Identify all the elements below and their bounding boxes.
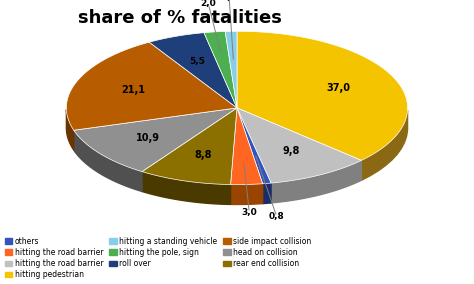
Polygon shape — [230, 108, 263, 185]
Polygon shape — [74, 108, 237, 172]
Polygon shape — [361, 110, 408, 180]
Polygon shape — [237, 31, 408, 160]
Text: 37,0: 37,0 — [327, 83, 351, 93]
Text: 3,0: 3,0 — [241, 208, 257, 217]
Polygon shape — [149, 33, 237, 108]
Text: 8,8: 8,8 — [194, 150, 211, 160]
Text: 5,5: 5,5 — [189, 57, 205, 66]
Polygon shape — [237, 108, 361, 183]
Text: share of % fatalities: share of % fatalities — [78, 9, 282, 26]
Polygon shape — [263, 183, 271, 204]
Text: 1,1: 1,1 — [221, 0, 237, 2]
Polygon shape — [204, 32, 237, 108]
Polygon shape — [66, 42, 237, 130]
Text: 0,8: 0,8 — [269, 212, 285, 222]
Polygon shape — [230, 184, 263, 204]
Polygon shape — [142, 108, 237, 185]
Polygon shape — [142, 172, 230, 204]
Polygon shape — [271, 160, 361, 203]
Text: 9,8: 9,8 — [283, 147, 300, 156]
Polygon shape — [66, 110, 74, 150]
Legend: others, hitting the road barrier, hitting the road barrier, hitting pedestrian, : others, hitting the road barrier, hittin… — [4, 236, 312, 280]
Text: 2,0: 2,0 — [201, 0, 216, 8]
Text: 21,1: 21,1 — [121, 85, 146, 95]
Polygon shape — [74, 130, 142, 191]
Text: 10,9: 10,9 — [136, 133, 160, 143]
Polygon shape — [237, 108, 271, 184]
Polygon shape — [225, 31, 237, 108]
